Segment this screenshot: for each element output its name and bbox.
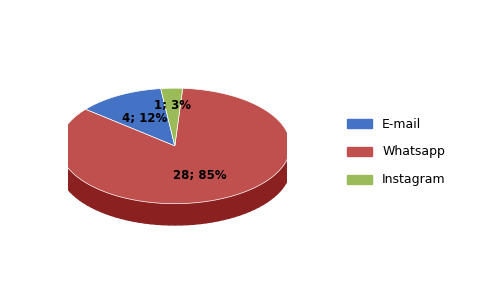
Polygon shape: [122, 197, 127, 220]
Polygon shape: [68, 168, 71, 192]
Polygon shape: [116, 195, 122, 218]
Polygon shape: [175, 204, 181, 225]
Text: 1; 3%: 1; 3%: [154, 99, 191, 112]
Text: 28; 85%: 28; 85%: [173, 169, 227, 181]
Polygon shape: [138, 201, 145, 223]
Polygon shape: [64, 162, 66, 186]
Polygon shape: [284, 162, 286, 186]
Polygon shape: [157, 203, 163, 225]
Polygon shape: [270, 176, 274, 200]
Polygon shape: [249, 188, 254, 211]
Polygon shape: [161, 88, 183, 146]
Polygon shape: [96, 188, 101, 212]
Polygon shape: [181, 203, 188, 225]
Polygon shape: [258, 183, 263, 207]
Polygon shape: [280, 168, 282, 192]
Polygon shape: [240, 192, 245, 215]
Polygon shape: [73, 174, 77, 198]
Polygon shape: [85, 88, 175, 146]
Polygon shape: [229, 195, 235, 218]
Polygon shape: [194, 202, 200, 224]
Polygon shape: [282, 164, 284, 189]
Polygon shape: [218, 198, 223, 221]
Polygon shape: [245, 190, 249, 213]
Polygon shape: [163, 203, 169, 225]
Polygon shape: [111, 194, 116, 217]
Polygon shape: [87, 184, 91, 207]
Polygon shape: [127, 199, 133, 221]
Polygon shape: [61, 156, 62, 180]
Polygon shape: [77, 176, 80, 200]
Polygon shape: [200, 202, 206, 223]
Polygon shape: [66, 165, 68, 189]
Text: 4; 12%: 4; 12%: [122, 112, 167, 125]
Polygon shape: [267, 178, 270, 202]
Polygon shape: [206, 201, 212, 223]
Polygon shape: [286, 159, 288, 183]
Polygon shape: [62, 159, 64, 183]
Polygon shape: [274, 173, 277, 197]
Polygon shape: [83, 181, 87, 205]
Polygon shape: [277, 170, 280, 194]
Polygon shape: [71, 171, 73, 195]
Polygon shape: [188, 203, 194, 225]
Polygon shape: [59, 88, 290, 204]
Polygon shape: [151, 202, 157, 224]
Polygon shape: [145, 202, 151, 224]
Polygon shape: [254, 186, 258, 209]
Polygon shape: [288, 152, 289, 177]
Polygon shape: [91, 186, 96, 209]
Polygon shape: [235, 194, 240, 217]
Polygon shape: [106, 192, 111, 215]
Polygon shape: [223, 197, 229, 219]
Polygon shape: [133, 200, 138, 222]
Polygon shape: [80, 179, 83, 202]
Polygon shape: [212, 199, 218, 222]
Polygon shape: [101, 190, 106, 213]
Polygon shape: [169, 204, 175, 225]
Legend: E-mail, Whatsapp, Instagram: E-mail, Whatsapp, Instagram: [342, 112, 451, 192]
Polygon shape: [289, 149, 290, 174]
Polygon shape: [263, 181, 267, 205]
Polygon shape: [60, 153, 61, 177]
